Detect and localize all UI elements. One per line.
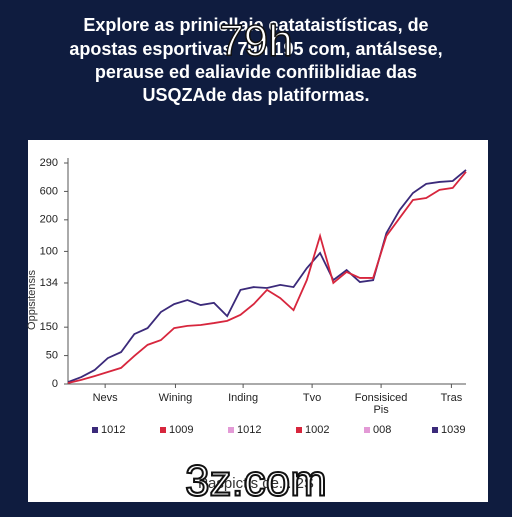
legend-swatch [228,427,234,433]
legend-swatch [160,427,166,433]
x-tick-label: Inding [228,392,258,404]
title-line: perause ed ealiavide confiiblidiae das [95,62,417,82]
series-line [67,171,467,384]
y-tick-label: 150 [40,321,58,333]
y-tick-label: 290 [40,157,58,169]
caption: Paspictis de... 2S [198,475,314,492]
y-tick-label: 100 [40,245,58,257]
legend-label: 1009 [169,424,193,436]
y-tick-label: 200 [40,214,58,226]
x-tick-label: Tras [441,392,463,404]
legend-swatch [92,427,98,433]
legend-swatch [296,427,302,433]
title-line: Explore as prinicllaie eatataistísticas,… [83,15,428,35]
overlay-text: 79h [219,17,292,66]
legend-label: 1012 [237,424,261,436]
legend-label: 1002 [305,424,329,436]
title-line: apostas esportivas 79h 195 com, antálses… [69,39,442,59]
series-line [67,169,467,383]
y-tick-label: 0 [52,378,58,390]
overlay-text: 3z.com [185,457,327,506]
y-axis-label: Oppisitensis [26,270,38,330]
title-line: USQZAde das platiformas. [142,85,369,105]
legend-label: 1039 [441,424,465,436]
legend-label: 1012 [101,424,125,436]
y-tick-label: 50 [46,349,58,361]
legend-swatch [364,427,370,433]
legend-label: 008 [373,424,391,436]
legend-swatch [432,427,438,433]
y-tick-label: 134 [40,277,58,289]
y-tick-label: 600 [40,185,58,197]
chart-panel [28,140,488,502]
x-tick-label: Tvo [303,392,321,404]
x-tick-label: Nevs [93,392,119,404]
x-tick-label: Fonsisiced Pis [355,392,408,416]
x-tick-label: Wining [159,392,193,404]
